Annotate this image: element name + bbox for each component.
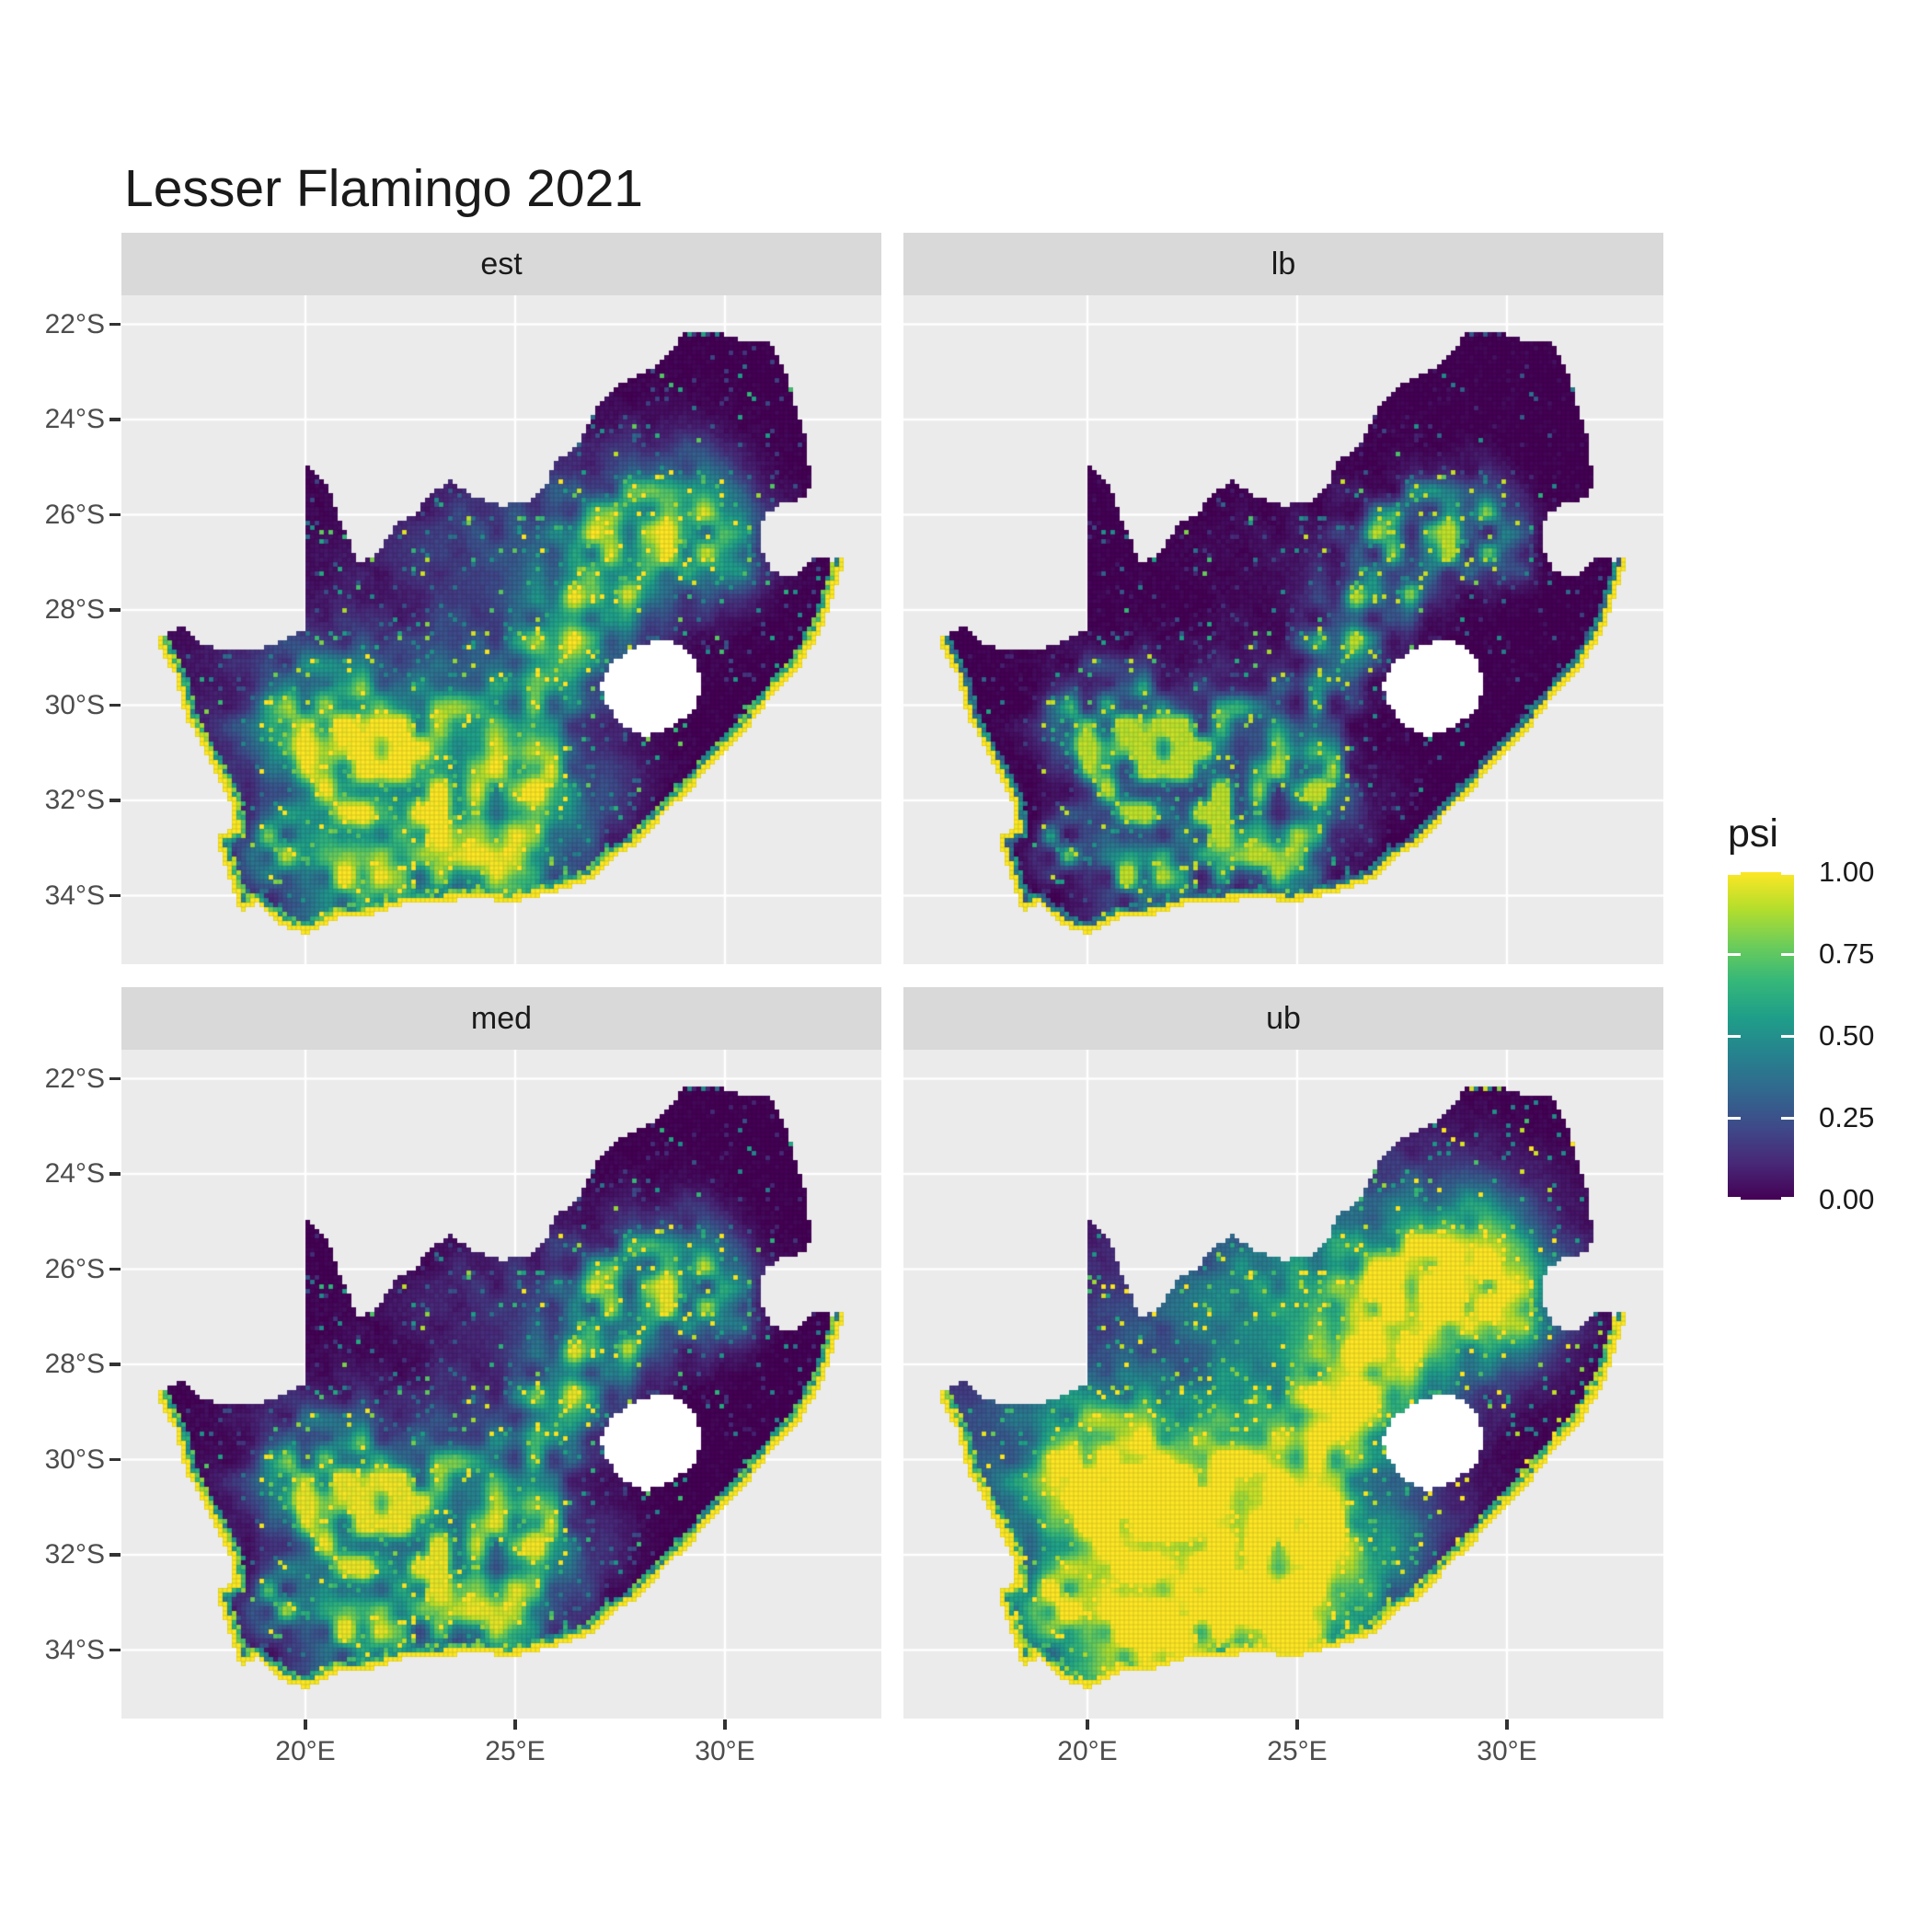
y-tick-mark (109, 512, 121, 517)
x-tick-label: 20°E (1057, 1736, 1118, 1766)
y-tick-label: 34°S (44, 880, 105, 911)
y-tick-label: 30°S (44, 689, 105, 720)
x-tick-label: 25°E (1267, 1736, 1328, 1766)
x-tick-label: 30°E (695, 1736, 755, 1766)
legend-tick-mark (1781, 872, 1794, 875)
y-tick-mark (109, 799, 121, 802)
y-tick-label: 32°S (44, 1539, 105, 1570)
facet-strip-med: med (121, 987, 881, 1050)
facet-strip-label-med: med (470, 1000, 533, 1036)
facet-map-est (121, 295, 881, 964)
legend-tick-mark (1781, 1034, 1794, 1038)
x-tick-mark (304, 1719, 307, 1730)
y-tick-label: 26°S (44, 1253, 105, 1284)
legend-tick-label: 1.00 (1819, 856, 1875, 888)
y-tick-label: 30°S (44, 1443, 105, 1475)
y-tick-mark (109, 703, 121, 707)
plot-title: Lesser Flamingo 2021 (124, 159, 643, 218)
legend-tick-mark (1728, 872, 1741, 875)
y-tick-mark (109, 608, 121, 612)
legend-tick-mark (1728, 1197, 1741, 1200)
facet-strip-label-ub: ub (1266, 1000, 1301, 1036)
y-tick-mark (109, 1553, 121, 1557)
x-tick-label: 20°E (275, 1736, 336, 1766)
x-tick-mark (1086, 1719, 1089, 1730)
legend-tick-mark (1781, 1116, 1794, 1120)
facet-strip-ub: ub (903, 987, 1663, 1050)
legend-tick-label: 0.25 (1819, 1101, 1875, 1133)
legend-title: psi (1728, 811, 1778, 856)
y-tick-mark (109, 322, 121, 327)
y-tick-label: 26°S (44, 499, 105, 530)
x-tick-mark (513, 1719, 517, 1730)
legend-tick-label: 0.00 (1819, 1183, 1875, 1215)
y-tick-label: 32°S (44, 785, 105, 815)
y-tick-mark (109, 1172, 121, 1176)
facet-strip-est: est (121, 233, 881, 295)
legend-tick-mark (1728, 1116, 1741, 1120)
legend-tick-mark (1781, 952, 1794, 956)
facet-strip-label-est: est (480, 246, 523, 282)
facet-map-med (121, 1050, 881, 1719)
legend-tick-mark (1781, 1197, 1794, 1200)
y-tick-label: 22°S (44, 308, 105, 339)
y-tick-label: 28°S (44, 594, 105, 625)
y-tick-mark (109, 1363, 121, 1366)
facet-strip-label-lb: lb (1271, 246, 1296, 282)
legend-tick-mark (1728, 952, 1741, 956)
y-tick-mark (109, 418, 121, 421)
legend-tick-mark (1728, 1034, 1741, 1038)
facet-map-lb (903, 295, 1663, 964)
y-tick-mark (109, 1457, 121, 1462)
legend-tick-label: 0.75 (1819, 937, 1875, 970)
y-tick-label: 28°S (44, 1349, 105, 1379)
facet-strip-lb: lb (903, 233, 1663, 295)
x-tick-mark (1505, 1719, 1509, 1730)
y-tick-mark (109, 893, 121, 898)
x-tick-mark (1295, 1719, 1299, 1730)
y-tick-mark (109, 1076, 121, 1081)
y-tick-label: 24°S (44, 1158, 105, 1189)
x-tick-label: 25°E (485, 1736, 546, 1766)
x-tick-mark (723, 1719, 727, 1730)
y-tick-label: 22°S (44, 1063, 105, 1094)
y-tick-mark (109, 1648, 121, 1652)
y-tick-label: 24°S (44, 404, 105, 434)
facet-map-ub (903, 1050, 1663, 1719)
y-tick-label: 34°S (44, 1634, 105, 1665)
legend-tick-label: 0.50 (1819, 1019, 1875, 1052)
x-tick-label: 30°E (1477, 1736, 1537, 1766)
legend-colorbar-ticks (1728, 872, 1794, 1200)
y-tick-mark (109, 1267, 121, 1271)
